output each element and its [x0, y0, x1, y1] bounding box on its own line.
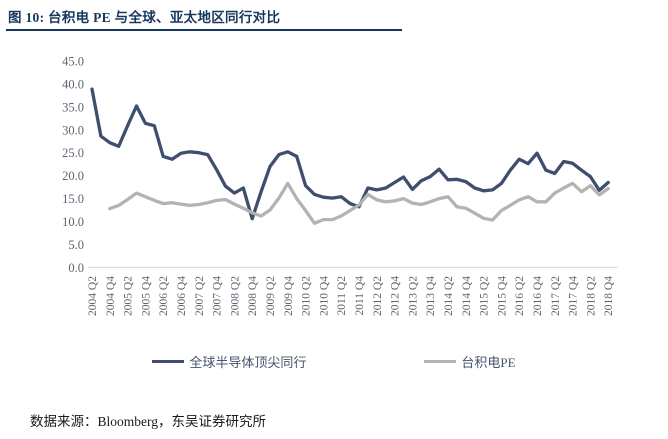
legend-item-global-peers: 全球半导体顶尖同行 — [152, 352, 306, 371]
chart-legend: 全球半导体顶尖同行 台积电PE — [0, 352, 668, 371]
x-tick-label: 2012 Q4 — [390, 276, 402, 316]
x-tick-label: 2006 Q2 — [158, 276, 170, 316]
x-tick-label: 2006 Q4 — [176, 276, 188, 316]
x-tick-label: 2018 Q2 — [585, 276, 597, 316]
x-tick-label: 2010 Q4 — [318, 276, 330, 316]
y-tick-label: 15.0 — [62, 192, 84, 206]
x-tick-label: 2018 Q4 — [603, 276, 615, 316]
global-peers-line — [90, 87, 610, 221]
x-tick-label: 2015 Q2 — [479, 276, 491, 316]
y-tick-label: 0.0 — [68, 261, 84, 275]
x-tick-label: 2009 Q4 — [283, 276, 295, 316]
tsmc-pe-line — [108, 181, 610, 225]
x-tick-label: 2017 Q4 — [568, 276, 580, 316]
x-tick-label: 2007 Q4 — [212, 276, 224, 316]
title-divider — [6, 29, 402, 31]
x-tick-label: 2011 Q2 — [336, 276, 348, 316]
x-tick-label: 2008 Q4 — [247, 276, 259, 316]
navy-line-swatch-icon — [152, 360, 185, 363]
x-tick-label: 2009 Q2 — [265, 276, 277, 316]
x-tick-label: 2017 Q2 — [550, 276, 562, 316]
x-tick-label: 2016 Q4 — [532, 276, 544, 316]
x-tick-label: 2008 Q2 — [229, 276, 241, 316]
x-tick-label: 2010 Q2 — [301, 276, 313, 316]
legend-item-tsmc-pe: 台积电PE — [424, 352, 516, 371]
x-tick-label: 2007 Q2 — [194, 276, 206, 316]
x-tick-label: 2013 Q4 — [425, 276, 437, 316]
figure-title: 图 10: 台积电 PE 与全球、亚太地区同行对比 — [8, 10, 281, 25]
y-tick-label: 30.0 — [62, 123, 84, 137]
legend-label-global-peers: 全球半导体顶尖同行 — [189, 355, 307, 370]
y-tick-label: 10.0 — [62, 215, 84, 229]
x-tick-label: 2013 Q2 — [407, 276, 419, 316]
x-tick-label: 2011 Q4 — [354, 276, 366, 316]
x-tick-label: 2014 Q4 — [461, 276, 473, 316]
x-tick-label: 2015 Q4 — [496, 276, 508, 316]
x-tick-label: 2004 Q2 — [87, 276, 99, 316]
y-tick-label: 20.0 — [62, 169, 84, 183]
x-tick-label: 2005 Q4 — [140, 276, 152, 316]
x-tick-label: 2014 Q2 — [443, 276, 455, 316]
y-tick-label: 5.0 — [68, 238, 84, 252]
y-tick-label: 40.0 — [62, 78, 84, 92]
legend-label-tsmc-pe: 台积电PE — [461, 355, 516, 370]
y-tick-label: 35.0 — [62, 100, 84, 114]
x-tick-label: 2012 Q2 — [372, 276, 384, 316]
gray-line-swatch-icon — [424, 360, 457, 363]
x-tick-label: 2004 Q4 — [105, 276, 117, 316]
data-source-note: 数据来源：Bloomberg，东吴证券研究所 — [30, 414, 266, 429]
y-tick-label: 25.0 — [62, 146, 84, 160]
x-tick-label: 2016 Q2 — [514, 276, 526, 316]
y-tick-label: 45.0 — [62, 55, 84, 69]
x-tick-label: 2005 Q2 — [123, 276, 135, 316]
